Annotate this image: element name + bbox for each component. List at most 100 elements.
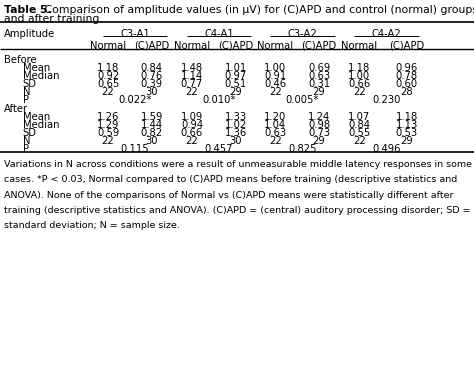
- Text: 22: 22: [102, 87, 114, 97]
- Text: Amplitude: Amplitude: [4, 29, 55, 39]
- Text: 0.63: 0.63: [308, 71, 330, 81]
- Text: 0.98: 0.98: [308, 120, 330, 130]
- Text: 1.09: 1.09: [181, 112, 203, 122]
- Text: 1.07: 1.07: [348, 112, 370, 122]
- Text: 0.457: 0.457: [205, 144, 233, 154]
- Text: 0.005*: 0.005*: [286, 95, 319, 105]
- Text: training (descriptive statistics and ANOVA). (C)APD = (central) auditory process: training (descriptive statistics and ANO…: [4, 206, 470, 215]
- Text: Median: Median: [23, 71, 59, 81]
- Text: standard deviation; N = sample size.: standard deviation; N = sample size.: [4, 221, 180, 230]
- Text: N: N: [23, 87, 30, 97]
- Text: Normal: Normal: [174, 41, 210, 51]
- Text: Comparison of amplitude values (in μV) for (C)APD and control (normal) groups be: Comparison of amplitude values (in μV) f…: [41, 5, 474, 14]
- Text: 0.84: 0.84: [348, 120, 370, 130]
- Text: 0.39: 0.39: [141, 79, 163, 89]
- Text: 29: 29: [313, 136, 325, 146]
- Text: 29: 29: [401, 136, 413, 146]
- Text: ANOVA). None of the comparisons of Normal vs (C)APD means were statistically dif: ANOVA). None of the comparisons of Norma…: [4, 190, 453, 200]
- Text: Normal: Normal: [90, 41, 126, 51]
- Text: N: N: [23, 136, 30, 146]
- Text: 1.44: 1.44: [141, 120, 163, 130]
- Text: 1.18: 1.18: [97, 63, 119, 73]
- Text: 0.60: 0.60: [396, 79, 418, 89]
- Text: 1.59: 1.59: [140, 112, 163, 122]
- Text: 1.26: 1.26: [97, 112, 119, 122]
- Text: 30: 30: [146, 136, 158, 146]
- Text: 0.65: 0.65: [97, 79, 119, 89]
- Text: SD: SD: [23, 79, 37, 89]
- Text: 1.33: 1.33: [225, 112, 246, 122]
- Text: 1.14: 1.14: [181, 71, 203, 81]
- Text: 22: 22: [102, 136, 114, 146]
- Text: P: P: [23, 95, 29, 105]
- Text: 0.825: 0.825: [288, 144, 317, 154]
- Text: 22: 22: [353, 87, 365, 97]
- Text: (C)APD: (C)APD: [389, 41, 424, 51]
- Text: (C)APD: (C)APD: [218, 41, 253, 51]
- Text: 1.13: 1.13: [396, 120, 418, 130]
- Text: C3-A2: C3-A2: [288, 29, 317, 39]
- Text: 0.53: 0.53: [396, 128, 418, 138]
- Text: 0.31: 0.31: [308, 79, 330, 89]
- Text: 30: 30: [146, 87, 158, 97]
- Text: 0.84: 0.84: [141, 63, 163, 73]
- Text: (C)APD: (C)APD: [301, 41, 337, 51]
- Text: P: P: [23, 144, 29, 154]
- Text: 0.94: 0.94: [181, 120, 203, 130]
- Text: 22: 22: [353, 136, 365, 146]
- Text: 29: 29: [229, 87, 242, 97]
- Text: 1.24: 1.24: [308, 112, 330, 122]
- Text: Before: Before: [4, 55, 36, 65]
- Text: Median: Median: [23, 120, 59, 130]
- Text: C4-A1: C4-A1: [204, 29, 234, 39]
- Text: 22: 22: [186, 136, 198, 146]
- Text: 0.69: 0.69: [308, 63, 330, 73]
- Text: 1.36: 1.36: [225, 128, 246, 138]
- Text: 0.115: 0.115: [121, 144, 149, 154]
- Text: 22: 22: [186, 87, 198, 97]
- Text: 0.55: 0.55: [348, 128, 370, 138]
- Text: 0.230: 0.230: [372, 95, 401, 105]
- Text: 28: 28: [401, 87, 413, 97]
- Text: After: After: [4, 104, 28, 114]
- Text: 0.73: 0.73: [308, 128, 330, 138]
- Text: and after training.: and after training.: [4, 14, 102, 24]
- Text: 1.48: 1.48: [181, 63, 203, 73]
- Text: 30: 30: [229, 136, 242, 146]
- Text: 0.78: 0.78: [396, 71, 418, 81]
- Text: 1.20: 1.20: [264, 112, 286, 122]
- Text: 1.00: 1.00: [264, 63, 286, 73]
- Text: 1.01: 1.01: [225, 63, 246, 73]
- Text: SD: SD: [23, 128, 37, 138]
- Text: 0.022*: 0.022*: [118, 95, 152, 105]
- Text: 0.66: 0.66: [181, 128, 203, 138]
- Text: Table 5.: Table 5.: [4, 5, 52, 14]
- Text: 0.91: 0.91: [264, 71, 286, 81]
- Text: 0.77: 0.77: [181, 79, 203, 89]
- Text: 0.496: 0.496: [372, 144, 401, 154]
- Text: 0.51: 0.51: [225, 79, 246, 89]
- Text: 1.00: 1.00: [348, 71, 370, 81]
- Text: 0.92: 0.92: [97, 71, 119, 81]
- Text: (C)APD: (C)APD: [134, 41, 169, 51]
- Text: C4-A2: C4-A2: [372, 29, 401, 39]
- Text: 1.02: 1.02: [225, 120, 246, 130]
- Text: 1.18: 1.18: [396, 112, 418, 122]
- Text: 1.29: 1.29: [97, 120, 119, 130]
- Text: cases. *P < 0.03, Normal compared to (C)APD means before training (descriptive s: cases. *P < 0.03, Normal compared to (C)…: [4, 175, 457, 184]
- Text: Mean: Mean: [23, 112, 50, 122]
- Text: 0.82: 0.82: [141, 128, 163, 138]
- Text: 1.18: 1.18: [348, 63, 370, 73]
- Text: Mean: Mean: [23, 63, 50, 73]
- Text: 0.76: 0.76: [141, 71, 163, 81]
- Text: C3-A1: C3-A1: [120, 29, 150, 39]
- Text: 0.63: 0.63: [264, 128, 286, 138]
- Text: 0.97: 0.97: [225, 71, 246, 81]
- Text: 0.59: 0.59: [97, 128, 119, 138]
- Text: 0.010*: 0.010*: [202, 95, 236, 105]
- Text: 0.46: 0.46: [264, 79, 286, 89]
- Text: Normal: Normal: [257, 41, 293, 51]
- Text: 22: 22: [269, 87, 282, 97]
- Text: Normal: Normal: [341, 41, 377, 51]
- Text: 22: 22: [269, 136, 282, 146]
